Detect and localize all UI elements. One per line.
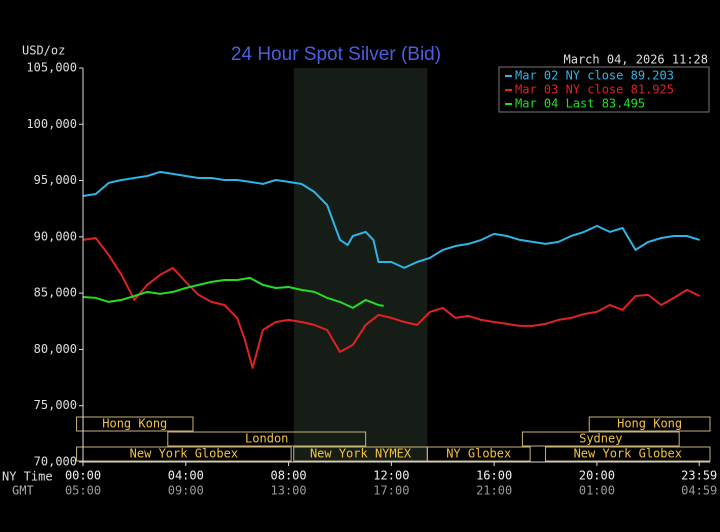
- x-tick-label: 08:00: [271, 469, 307, 483]
- x2-tick-label: 05:00: [65, 484, 101, 498]
- timestamp: March 04, 2026 11:28: [564, 53, 709, 67]
- x-row-label: NY Time: [2, 470, 53, 484]
- session-label: New York NYMEX: [310, 447, 412, 461]
- legend-entry: Mar 04 Last 83.495: [515, 97, 645, 111]
- y-tick-label: 70,000: [34, 455, 77, 469]
- series-line: [82, 237, 701, 369]
- y-tick-label: 100,000: [26, 117, 77, 131]
- session-label: Hong Kong: [617, 417, 682, 431]
- series-line: [82, 276, 384, 309]
- legend-entry: Mar 03 NY close 81.925: [515, 83, 674, 97]
- session-bar: [545, 446, 711, 462]
- x2-tick-label: 17:00: [373, 484, 409, 498]
- x-tick-label: 04:00: [168, 469, 204, 483]
- y-tick-label: 95,000: [34, 173, 77, 187]
- y-tick-label: 105,000: [26, 61, 77, 75]
- series-line: [82, 170, 700, 269]
- x-tick-label: 20:00: [579, 469, 615, 483]
- session-bar: [167, 431, 367, 447]
- legend-box: [498, 66, 710, 113]
- y-tick-label: 80,000: [34, 342, 77, 356]
- x2-tick-label: 01:00: [579, 484, 615, 498]
- y-tick-label: 90,000: [34, 229, 77, 243]
- session-bar: [426, 446, 531, 462]
- y-axis-label: USD/oz: [22, 44, 65, 58]
- x2-tick-label: 21:00: [476, 484, 512, 498]
- chart-title: 24 Hour Spot Silver (Bid): [231, 44, 441, 65]
- legend-entry: Mar 02 NY close 89.203: [515, 69, 674, 83]
- y-tick-label: 75,000: [34, 398, 77, 412]
- session-label: NY Globex: [446, 447, 511, 461]
- session-label: Hong Kong: [102, 417, 167, 431]
- session-bar: [588, 416, 711, 432]
- session-label: London: [245, 432, 288, 446]
- x-tick-label: 12:00: [373, 469, 409, 483]
- session-bar: [76, 416, 194, 432]
- x-row-label: GMT: [12, 484, 34, 498]
- session-label: New York Globex: [574, 447, 682, 461]
- x-tick-label: 00:00: [65, 469, 101, 483]
- session-bar: [76, 446, 292, 462]
- x-tick-label: 16:00: [476, 469, 512, 483]
- x-tick-label: 23:59: [681, 469, 717, 483]
- session-label: Sydney: [579, 432, 622, 446]
- session-label: New York Globex: [130, 447, 238, 461]
- session-bar: [521, 431, 680, 447]
- y-tick-label: 85,000: [34, 286, 77, 300]
- x2-tick-label: 09:00: [168, 484, 204, 498]
- session-highlight: [293, 68, 428, 462]
- x2-tick-label: 13:00: [271, 484, 307, 498]
- x2-tick-label: 04:59: [681, 484, 717, 498]
